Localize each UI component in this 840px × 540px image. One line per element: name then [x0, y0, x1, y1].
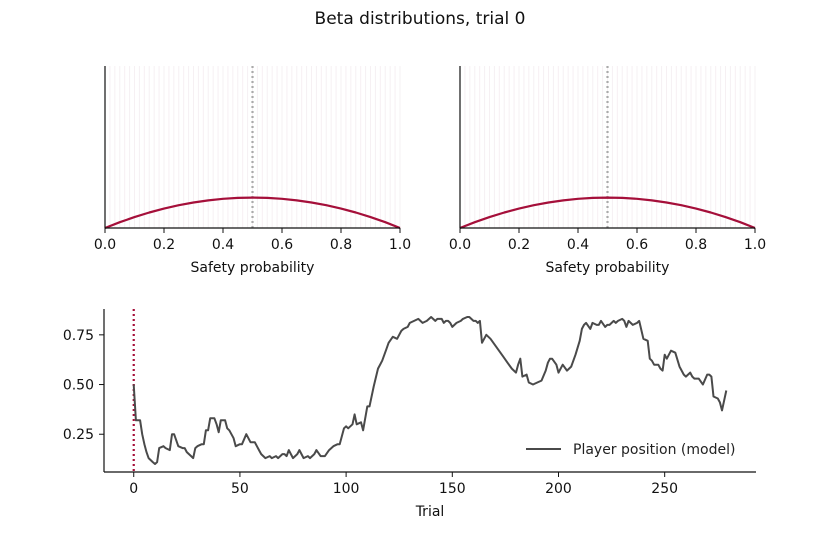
x-tick-label: 0.2: [153, 237, 175, 253]
legend-label: Player position (model): [573, 442, 735, 458]
x-tick-label: 0.6: [271, 237, 293, 253]
x-tick-label: 200: [545, 481, 572, 497]
x-tick-label: 0.8: [330, 237, 352, 253]
x-axis-label: Safety probability: [546, 260, 670, 276]
beta-plot-left: 0.0 0.2 0.4 0.6 0.8 1.0 Safety probability: [94, 66, 411, 276]
x-tick-label: 0: [129, 481, 138, 497]
x-tick-label: 1.0: [744, 237, 766, 253]
x-tick-label: 0.8: [685, 237, 707, 253]
x-tick-label: 0.6: [626, 237, 648, 253]
x-axis-label: Safety probability: [191, 260, 315, 276]
x-tick-label: 100: [333, 481, 360, 497]
x-tick-label: 0.4: [212, 237, 234, 253]
x-tick-label: 250: [651, 481, 678, 497]
position-plot: 0 50 100 150 200 250 0.25 0.50 0.75 Trial Player p…: [63, 309, 756, 520]
x-tick-label: 1.0: [389, 237, 411, 253]
series-line: [132, 316, 728, 465]
x-tick-label: 0.4: [567, 237, 589, 253]
x-axis-label: Trial: [415, 504, 445, 520]
series-line: [104, 196, 401, 230]
y-tick-label: 0.75: [63, 328, 94, 344]
x-tick-label: 0.2: [508, 237, 530, 253]
y-tick-label: 0.25: [63, 427, 94, 443]
x-tick-label: 150: [439, 481, 466, 497]
x-tick-label: 50: [231, 481, 249, 497]
series-line: [459, 196, 756, 230]
y-tick-label: 0.50: [63, 378, 94, 394]
beta-plot-right: 0.0 0.2 0.4 0.6 0.8 1.0 Safety probability: [449, 66, 766, 276]
x-tick-label: 0.0: [449, 237, 471, 253]
figure-title: Beta distributions, trial 0: [315, 9, 526, 29]
x-tick-label: 0.0: [94, 237, 116, 253]
